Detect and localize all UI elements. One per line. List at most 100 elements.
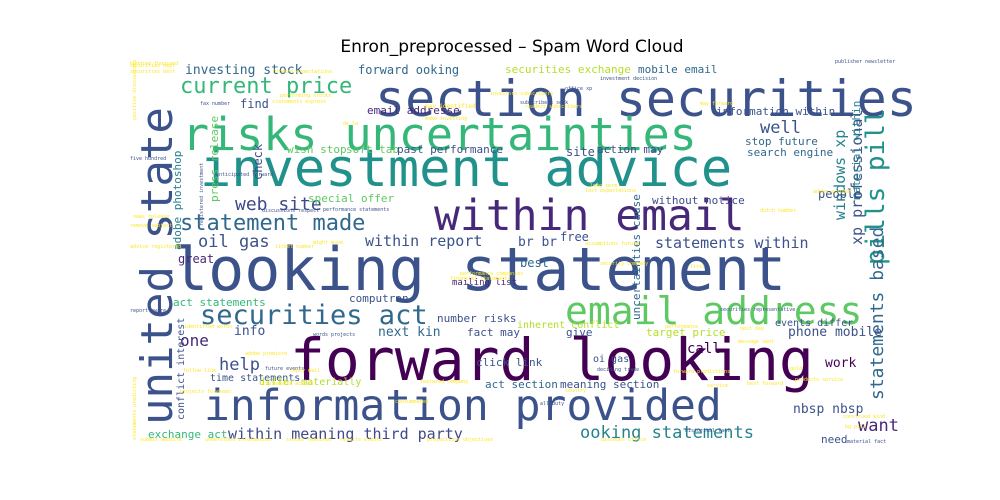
word-anticipated-forward: anticipated forward [216,172,273,178]
word-bg-pill: bg pill [845,424,866,430]
word-registered-investment: registered investment [199,163,205,226]
word-forward-predictions: forward predictions [673,369,730,375]
word-assumptions-future: assumptions future [585,241,639,247]
word-check: check [251,143,265,180]
word-web-site: web site [235,194,322,215]
word-material-within: material within [850,101,863,200]
word-may-forward: may forward [700,101,733,107]
word-performance: performance [665,324,698,330]
word-conflict-interest: conflict interest [176,318,187,420]
word-securities-representative: securities representative [720,307,795,313]
word-statements-express: statements express [272,99,326,105]
word-fact-may: fact may [467,326,520,339]
word-adobe-acrobat: adobe acrobat [813,189,852,195]
word-number-risks: number risks [437,312,516,325]
word-featured-company: featured company [420,379,468,385]
word-security-company: security company [600,261,648,267]
word-next-kin: next kin [378,325,441,340]
word-future-events: future events [265,366,304,372]
word-br-br: br br [518,235,557,250]
word-performing-stocks: performing stocks [280,93,331,99]
word-differ-materially: differ materially [259,377,361,388]
word-investment-advice: investment advice [200,139,732,199]
word-office-xp: office xp [565,86,592,92]
word-past-performance: past performance [397,143,503,156]
word-de-la: de la [343,121,358,127]
word-projections-objectives: projections objectives [427,437,493,443]
word-well: well [760,118,801,138]
word-positive-discussions: positive discussions [132,60,138,120]
word-one: one [180,331,209,350]
word-within-meaning-third-party: within meaning third party [228,425,463,443]
word-ooking-statements: ooking statements [580,423,754,443]
word-forward-ooking: forward ooking [358,63,459,77]
word-submit-website: submit website [140,437,182,443]
word-message-sent: message sent [738,339,774,345]
word-best: best [520,256,549,270]
word-email-addresse: email addresse [367,104,460,117]
word-windows-xp: windows xp [831,130,849,220]
word-risks-uncertainties: risks uncertainties [182,108,697,161]
word-mailing-list: mailing list [452,278,517,288]
word-give: give [566,326,593,339]
word-current-price: current price [180,74,352,99]
word-exchange-act: exchange act [148,428,227,441]
word-five-hundred: five hundred [130,156,166,162]
word-report-aware: report aware [130,308,166,314]
word-work: work [825,356,856,371]
word-special-offer: special offer [308,192,394,205]
word-without-notice: without notice [652,194,745,207]
word-investors-subscribers: investors subscribers [490,91,553,97]
word-ticket-number: ticket number [275,244,314,250]
word-adobe-premiere: adobe premiere [245,351,287,357]
word-next-day: next day [740,326,764,332]
word-follow-link: follow link [183,368,216,374]
word-forward-expectations: forward expectations [272,69,332,75]
word-might-move: might move [313,240,343,246]
word-statement-made: statement made [180,211,365,236]
word-uncertainties-cause: uncertainties cause [630,194,643,320]
word-discussions-respect: discussions respect [262,208,319,214]
word-need: need [821,433,848,446]
word-nbsp-nbsp: nbsp nbsp [793,402,864,417]
word-target-price: target price [646,326,725,339]
word-email-address: email address [565,289,862,333]
word-xp-professional: xp professional [848,110,866,245]
word-long-term: long term [590,183,617,189]
word-last-expectations: last expectations [585,188,636,194]
word-press-release: press release [208,116,221,202]
word-statements-within: statements within [655,234,809,252]
word-click-link: click link [476,356,543,369]
word-stop-future: stop future [745,135,818,148]
word-securities-best: securities best [130,69,175,75]
word-within-email: within email [434,191,745,241]
word-people: people [818,187,861,201]
word-great: great [178,252,214,266]
word-adobe-photoshop: adobe photoshop [171,151,184,250]
word-search-engine: search engine [747,146,833,159]
word-securities-exchange: securities exchange [505,63,631,76]
word-subscribers-seek: subscribers seek [520,100,568,106]
word-info: info [234,324,265,339]
word-may-identified: may identified [425,103,476,110]
word-fax-number: fax number [200,101,230,107]
word-products-service: products service [795,377,843,383]
word-mobile-email: mobile email [638,63,717,76]
word-projects-foreseen: projects foreseen [180,389,231,395]
word-construed-kind: construed kind [843,414,885,420]
word-service: service [707,383,728,389]
word-events-differ: events differ [775,318,853,329]
word-inherent-conflict: inherent conflict [517,320,619,331]
word-statements-action: statements action [262,381,313,387]
word-publisher-newsletter: publisher newsletter [835,59,895,65]
word-cloud: looking statement forward looking investme… [130,59,917,446]
word-oil-gas: oil gas [198,232,270,252]
word-historical-fact: historical fact [685,428,730,434]
word-reply-mail: reply mail [290,368,320,374]
word-make-investing: make investing [425,116,467,122]
word-words-projects: words projects [313,332,355,338]
word-statements-predicting: statements predicting [132,377,138,440]
word-want: want [858,416,899,436]
